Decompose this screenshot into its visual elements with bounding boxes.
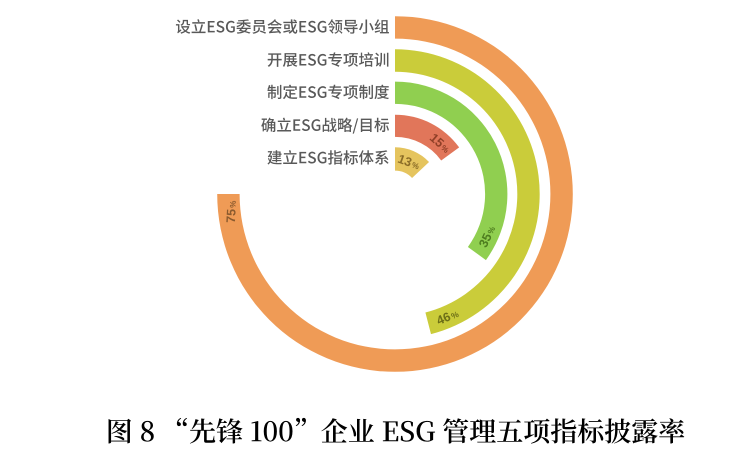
svg-text:%: %: [486, 225, 498, 236]
svg-text:%: %: [439, 143, 451, 155]
svg-text:75: 75: [224, 209, 239, 224]
svg-text:46: 46: [435, 310, 453, 328]
svg-text:%: %: [228, 200, 237, 208]
svg-text:%: %: [450, 310, 461, 321]
svg-text:%: %: [410, 160, 421, 171]
svg-text:35: 35: [476, 231, 495, 250]
svg-text:13: 13: [396, 152, 414, 170]
